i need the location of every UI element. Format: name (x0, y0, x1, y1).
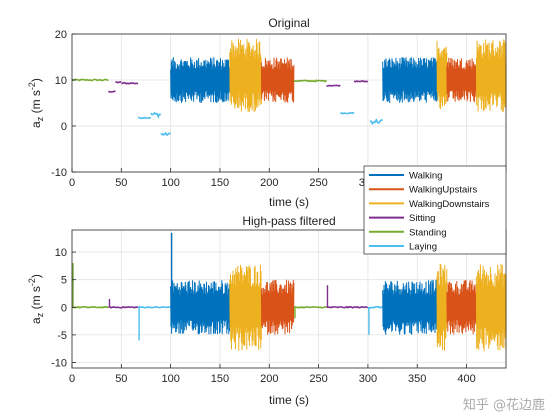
x-tick-label: 50 (115, 177, 127, 189)
title-original: Original (268, 16, 309, 30)
series-segment-standing (293, 79, 328, 83)
legend-label: Standing (409, 227, 447, 238)
x-tick-label: 0 (69, 177, 75, 189)
title-highpass: High-pass filtered (242, 214, 335, 228)
series-segment-standing (293, 306, 327, 309)
series-segment-laying (137, 305, 171, 309)
x-tick-label: 200 (260, 373, 278, 385)
series-segment-walkingupstairs (260, 57, 295, 103)
series-segment-sitting (326, 305, 369, 309)
ylabel-highpass: az (m s-2) (27, 274, 45, 324)
series-segment-laying (150, 111, 162, 119)
series-segment-walking (382, 279, 438, 335)
y-tick-label: 5 (61, 275, 67, 287)
x-tick-label: 100 (161, 177, 179, 189)
series-segment-sitting (115, 80, 122, 84)
series-segment-walkingdownstairs (475, 39, 507, 113)
series-segment-walking (170, 57, 231, 104)
axes-original (72, 34, 506, 172)
x-tick-label: 150 (211, 373, 229, 385)
y-tick-label: 0 (61, 121, 67, 133)
watermark: 知乎 @花边鹿 (462, 398, 545, 413)
series-segment-walkingdownstairs (229, 38, 262, 113)
series-segment-standing (71, 305, 109, 309)
x-tick-label: 200 (260, 177, 278, 189)
y-tick-label: 10 (55, 247, 67, 259)
y-tick-label: -10 (51, 357, 67, 369)
y-tick-label: 0 (61, 302, 67, 314)
legend-box (363, 165, 507, 255)
y-tick-label: -10 (51, 167, 67, 179)
series-segment-sitting (326, 84, 341, 87)
series-original (71, 38, 507, 137)
xlabel-original: time (s) (269, 195, 309, 209)
x-tick-label: 100 (161, 373, 179, 385)
series-segment-laying (160, 131, 172, 137)
series-segment-laying (339, 111, 355, 115)
series-segment-sitting (121, 81, 139, 85)
series-segment-walkingdownstairs (436, 263, 448, 351)
x-tick-label: 50 (115, 373, 127, 385)
series-segment-walkingupstairs (446, 57, 477, 103)
x-tick-label: 0 (69, 373, 75, 385)
series-segment-sitting (353, 80, 369, 83)
x-tick-label: 150 (211, 177, 229, 189)
series-segment-walkingupstairs (446, 280, 477, 335)
x-tick-label: 300 (359, 373, 377, 385)
legend-label: WalkingDownstairs (409, 199, 490, 210)
series-segment-walking (170, 280, 231, 335)
series-segment-standing (71, 78, 109, 82)
x-tick-label: 350 (408, 373, 426, 385)
y-tick-label: 20 (55, 29, 67, 41)
x-tick-label: 250 (309, 373, 327, 385)
series-segment-walkingdownstairs (229, 264, 262, 351)
legend-label: WalkingUpstairs (409, 185, 478, 196)
x-tick-label: 250 (309, 177, 327, 189)
legend-label: Walking (409, 171, 442, 182)
series-segment-walkingupstairs (260, 279, 295, 335)
series-segment-sitting (107, 90, 116, 93)
legend-label: Sitting (409, 213, 435, 224)
series-segment-laying (369, 117, 383, 125)
y-tick-label: -5 (57, 330, 67, 342)
y-tick-label: 10 (55, 75, 67, 87)
series-segment-walking (382, 57, 438, 104)
series-segment-walkingdownstairs (475, 263, 507, 352)
series-segment-sitting (108, 305, 139, 309)
legend: Walking WalkingUpstairs WalkingDownstairs S… (363, 165, 507, 255)
x-tick-label: 400 (457, 373, 475, 385)
series-segment-laying (137, 116, 152, 120)
series-highpass (71, 232, 507, 352)
series-segment-laying (367, 305, 384, 309)
legend-label: Laying (409, 242, 437, 253)
series-segment-walkingdownstairs (436, 40, 448, 110)
xlabel-highpass: time (s) (269, 393, 309, 407)
ylabel-original: az (m s-2) (27, 78, 45, 128)
